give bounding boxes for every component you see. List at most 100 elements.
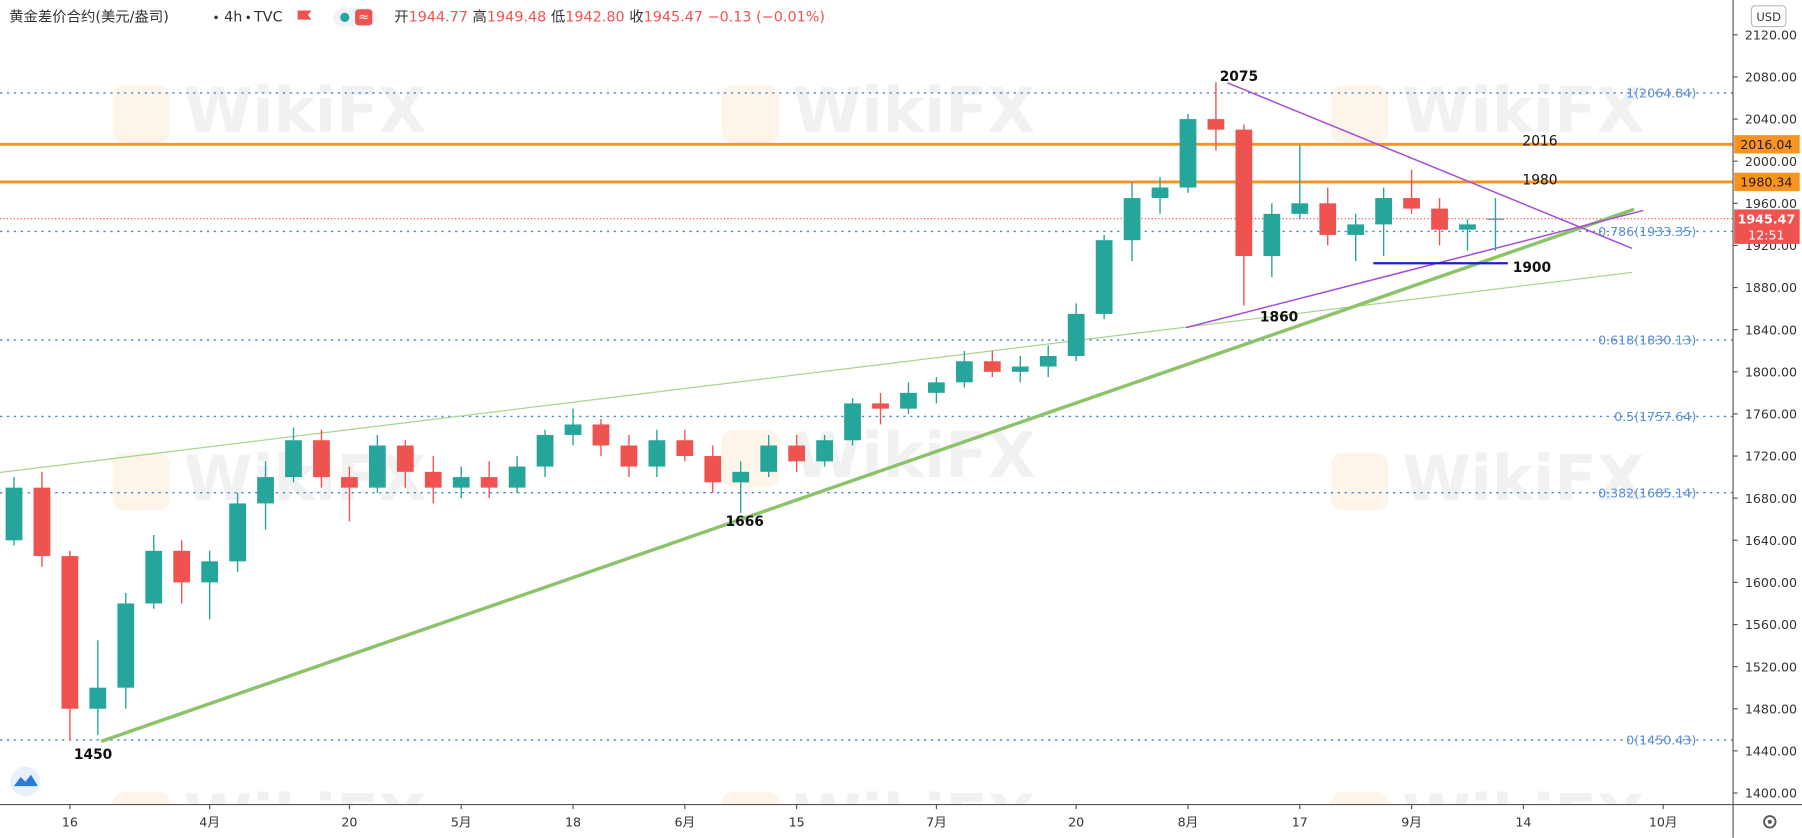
y-tick-label: 1520.00	[1745, 659, 1797, 674]
flag-icon[interactable]	[297, 10, 312, 20]
watermark-logo	[1330, 85, 1389, 143]
y-tick-label: 1760.00	[1745, 407, 1797, 422]
candle-body	[676, 440, 694, 457]
settings-icon[interactable]	[1763, 815, 1777, 829]
candle-body	[1011, 366, 1029, 372]
level-tag	[1734, 172, 1800, 192]
y-tick-label: 1600.00	[1745, 575, 1797, 590]
candle-body	[1039, 356, 1057, 367]
watermark-logo	[112, 452, 171, 511]
x-tick-label: 7月	[926, 814, 947, 829]
annotation: 1980	[1522, 173, 1557, 189]
candle-body	[89, 687, 107, 709]
x-tick-label: 14	[1515, 814, 1531, 829]
y-tick-label: 2000.00	[1745, 154, 1797, 169]
y-tick-label: 1720.00	[1745, 449, 1797, 464]
y-tick-label: 1440.00	[1745, 744, 1797, 759]
candle-body	[452, 477, 470, 488]
watermark: WikiFX	[1402, 442, 1644, 515]
level-lines	[0, 92, 1734, 741]
wave-glyph: ≈	[358, 9, 369, 24]
ohlc-label: 开	[394, 9, 408, 25]
annotation: 2016	[1522, 133, 1557, 149]
annotation: 1860	[1260, 309, 1298, 325]
x-tick-label: 15	[789, 814, 805, 829]
y-tick-label: 1400.00	[1745, 786, 1797, 801]
x-tick-label: 10月	[1649, 814, 1678, 829]
candle-body	[145, 550, 163, 604]
ohlc-value: 1944.77	[409, 9, 468, 25]
ohlc-label: 高	[473, 8, 487, 25]
candle-body	[508, 466, 526, 488]
candle-body	[844, 403, 861, 441]
x-tick-label: 4月	[199, 814, 220, 829]
y-tick-label: 1840.00	[1745, 322, 1797, 337]
x-tick-label: 5月	[451, 814, 472, 829]
candle-body	[536, 434, 554, 467]
candle-body	[1179, 119, 1197, 188]
watermark: WikiFX	[184, 781, 426, 838]
candle-body	[368, 445, 386, 488]
candles	[5, 82, 1504, 741]
candle-body	[1403, 198, 1420, 209]
fib-label: 0.5(1757.64)	[1614, 409, 1696, 424]
x-tick-label: 8月	[1178, 814, 1199, 829]
source: TVC	[253, 9, 283, 25]
watermark: WikiFX	[1402, 781, 1644, 838]
watermark-logo	[721, 791, 780, 805]
trendlines	[0, 82, 1644, 743]
candle-body	[1319, 203, 1337, 235]
watermark: WikiFX	[184, 442, 426, 515]
candle-body	[872, 403, 889, 409]
annotation: 1450	[74, 747, 112, 763]
candle-body	[1291, 203, 1309, 214]
x-tick-label: 16	[62, 814, 78, 829]
candle-body	[424, 471, 442, 488]
watermark-logo	[112, 85, 171, 143]
candle-body	[480, 477, 498, 488]
candle-body	[1263, 213, 1281, 256]
y-tick-label: 1960.00	[1745, 196, 1797, 211]
candle-body	[313, 440, 330, 478]
candle-body	[1095, 240, 1113, 314]
ohlc-value: 1949.48	[487, 9, 546, 25]
y-tick-label: 1560.00	[1745, 617, 1797, 632]
candle-body	[564, 424, 582, 435]
y-tick-label: 1680.00	[1745, 491, 1797, 506]
candle-body	[173, 550, 191, 583]
trendline	[1227, 82, 1633, 250]
settings-icon-center	[1767, 819, 1772, 824]
axes: 1400.00 1440.00 1480.00 1520.00 1560.00 1600.…	[62, 28, 1797, 830]
fib-label: 0.382(1685.14)	[1598, 485, 1696, 500]
wave-icon[interactable]	[355, 9, 373, 26]
watermark-logo	[721, 85, 780, 143]
x-tick-label: 9月	[1401, 814, 1422, 829]
candle-body	[788, 445, 806, 462]
candle-body	[33, 487, 51, 557]
x-tick-label: 20	[1068, 814, 1084, 829]
annotation: 1666	[726, 514, 764, 530]
candle-body	[648, 440, 666, 467]
ohlc-value: 1945.47	[644, 9, 703, 25]
candle-body	[1347, 224, 1365, 235]
watermark: WikiFX	[184, 74, 426, 147]
logo-glyph	[13, 774, 38, 787]
watermark-logo	[112, 791, 171, 805]
watermark: WikiFX	[793, 781, 1035, 838]
x-tick-label: 18	[565, 814, 581, 829]
watermark: WikiFX	[1402, 74, 1644, 147]
y-tick-label: 2040.00	[1745, 112, 1797, 127]
candle-body	[1151, 187, 1169, 199]
fib-label: 0.618(1830.13)	[1598, 333, 1696, 348]
y-tick-label: 2120.00	[1745, 28, 1797, 43]
currency-button[interactable]	[1750, 5, 1787, 28]
candle-body	[201, 561, 219, 583]
currency: USD	[1756, 10, 1781, 24]
candle-body	[285, 440, 302, 478]
candle-body	[61, 556, 79, 709]
last-price-tag	[1734, 209, 1800, 244]
